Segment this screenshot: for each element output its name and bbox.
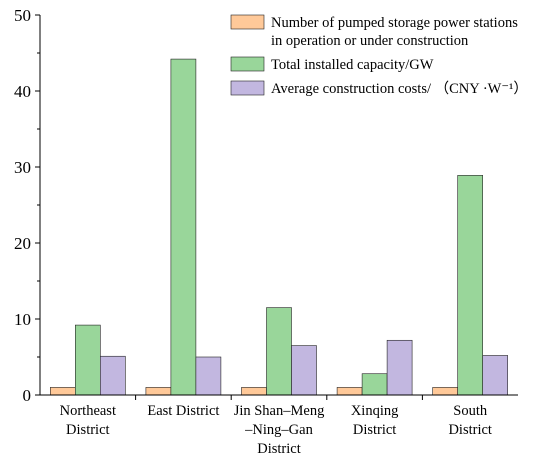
bar-s0-c1 xyxy=(145,387,172,396)
legend-swatch-2 xyxy=(230,80,265,96)
bar-s0-c2 xyxy=(241,387,267,396)
x-category-label: Northeast xyxy=(60,403,116,419)
x-category-label: Xinqing xyxy=(351,403,399,419)
y-tick-label: 30 xyxy=(14,158,31,177)
bar-s0-c0 xyxy=(49,387,76,396)
bar-s1-c3 xyxy=(361,373,388,396)
y-tick-label: 10 xyxy=(14,310,31,329)
y-tick-label: 0 xyxy=(23,386,32,405)
y-tick-label: 50 xyxy=(14,6,31,25)
bar-s2-c0 xyxy=(100,355,126,396)
legend-label-2: Average construction costs/ （CNY ·W⁻¹） xyxy=(271,80,528,97)
legend-label-1: Total installed capacity/GW xyxy=(271,57,434,73)
labels-layer: 0 10 20 30 40 50 Northeast District East Distric… xyxy=(14,6,492,457)
bar-s1-c4 xyxy=(457,175,484,396)
y-tick-label: 20 xyxy=(14,234,31,253)
x-category-label: East District xyxy=(147,403,219,419)
bar-s1-c0 xyxy=(75,324,101,396)
bar-s2-c4 xyxy=(482,355,509,396)
x-category-label: District xyxy=(66,422,110,438)
x-category-label: District xyxy=(448,422,492,438)
bars-layer xyxy=(49,58,509,396)
x-category-label: South xyxy=(453,403,488,419)
bar-s2-c2 xyxy=(291,345,317,396)
x-category-label: Jin Shan–Meng xyxy=(234,403,325,419)
x-category-label: District xyxy=(353,422,397,438)
legend: Number of pumped storage power stations i… xyxy=(230,14,528,97)
legend-swatch-0 xyxy=(230,14,265,30)
bar-s1-c2 xyxy=(266,307,292,396)
legend-label-0: Number of pumped storage power stations xyxy=(271,15,518,31)
bar-s0-c3 xyxy=(336,387,363,396)
axes-layer xyxy=(35,14,518,400)
bar-s0-c4 xyxy=(432,387,459,396)
legend-label-0: in operation or under construction xyxy=(271,33,469,49)
bar-s1-c1 xyxy=(170,58,197,396)
x-category-label: District xyxy=(257,441,301,457)
bar-s2-c3 xyxy=(386,339,413,396)
y-tick-label: 40 xyxy=(14,82,31,101)
legend-swatch-1 xyxy=(230,56,265,72)
x-category-label: –Ning–Gan xyxy=(244,422,313,438)
bar-s2-c1 xyxy=(195,356,222,396)
